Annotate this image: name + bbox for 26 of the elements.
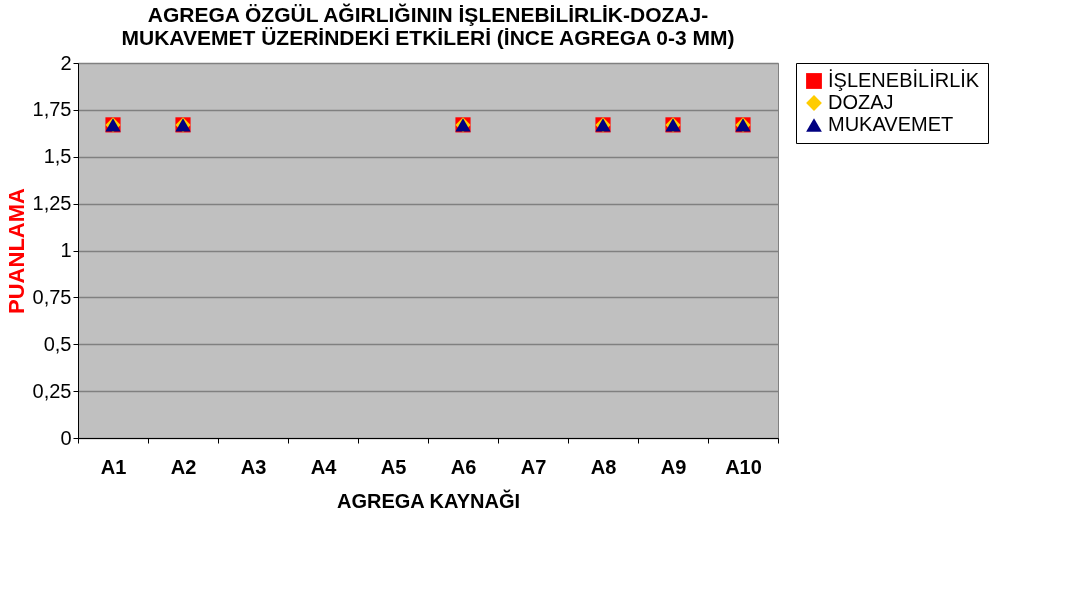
x-axis-title: AGREGA KAYNAĞI [337,488,520,512]
x-tick-label: A6 [450,455,477,478]
y-tick-label: 1,25 [32,192,72,215]
y-tick-label: 0 [60,426,72,449]
x-tick-label: A1 [100,455,127,478]
x-tick-label: A10 [725,455,762,478]
text: MUKAVEMET ÜZERİNDEKİ ETKİLERİ (İNCE AGREGA 0-3 MM) [121,26,735,49]
y-tick-label: 0,5 [43,332,72,355]
legend-label: MUKAVEMET [828,113,954,135]
x-tick-label: A3 [240,455,267,478]
x-tick-label: A7 [520,455,547,478]
y-tick-label: 0,25 [32,379,72,402]
x-tick-label: A9 [660,455,687,478]
x-tick-label: A2 [170,455,197,478]
x-tick-label: A4 [310,455,338,478]
y-tick-label: 0,75 [32,285,72,308]
y-axis-title: PUANLAMA [3,187,29,314]
y-tick-label: 2 [60,51,72,74]
text: AGREGA ÖZGÜL AĞIRLIĞININ İŞLENEBİLİRLİK-DOZAJ- [147,3,709,26]
x-tick-label: A5 [380,455,407,478]
legend-label: DOZAJ [828,91,894,113]
x-tick-label: A8 [590,455,617,478]
y-tick-label: 1 [60,239,72,261]
legend-label: İŞLENEBİLİRLİK [828,69,980,91]
y-tick-label: 1,75 [32,98,72,121]
y-tick-label: 1,5 [43,145,72,168]
